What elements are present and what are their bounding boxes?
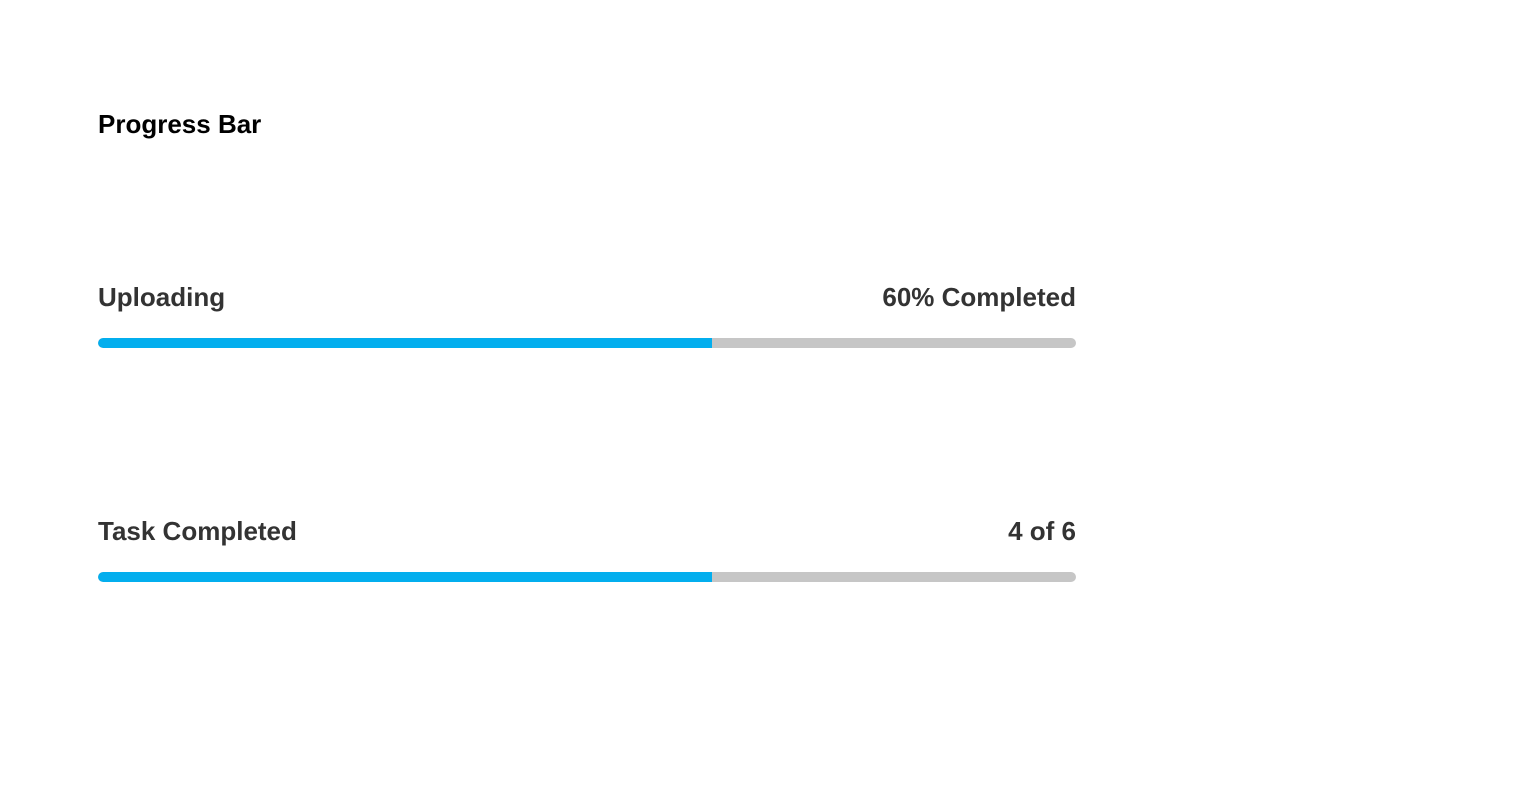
upload-progress: Uploading 60% Completed [98, 280, 1076, 348]
task-progress-track [98, 572, 1076, 582]
upload-progress-fill [98, 338, 713, 348]
upload-progress-track [98, 338, 1076, 348]
upload-progress-label: Uploading [98, 282, 226, 312]
task-progress-fill [98, 572, 713, 582]
upload-progress-status: 60% Completed [882, 282, 1076, 312]
task-progress: Task Completed 4 of 6 [98, 514, 1076, 582]
task-progress-status: 4 of 6 [1008, 516, 1076, 546]
task-progress-label: Task Completed [98, 516, 297, 546]
task-progress-header: Task Completed 4 of 6 [98, 514, 1076, 548]
upload-progress-header: Uploading 60% Completed [98, 280, 1076, 314]
page-title: Progress Bar [98, 109, 262, 139]
